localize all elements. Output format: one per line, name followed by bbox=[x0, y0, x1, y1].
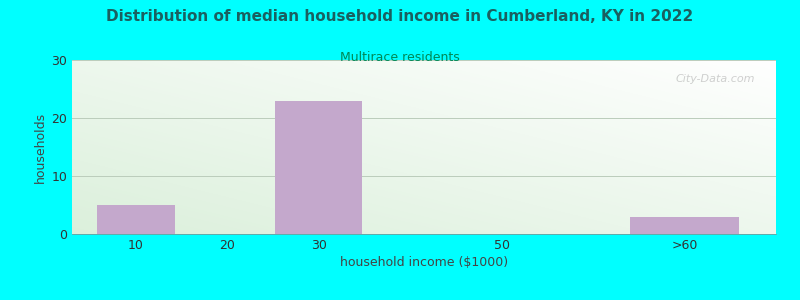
Text: Multirace residents: Multirace residents bbox=[340, 51, 460, 64]
Text: City-Data.com: City-Data.com bbox=[675, 74, 755, 84]
Bar bbox=[97, 205, 175, 234]
X-axis label: household income ($1000): household income ($1000) bbox=[340, 256, 508, 269]
Bar bbox=[630, 217, 739, 234]
Y-axis label: households: households bbox=[34, 111, 47, 183]
Bar bbox=[275, 100, 362, 234]
Text: Distribution of median household income in Cumberland, KY in 2022: Distribution of median household income … bbox=[106, 9, 694, 24]
